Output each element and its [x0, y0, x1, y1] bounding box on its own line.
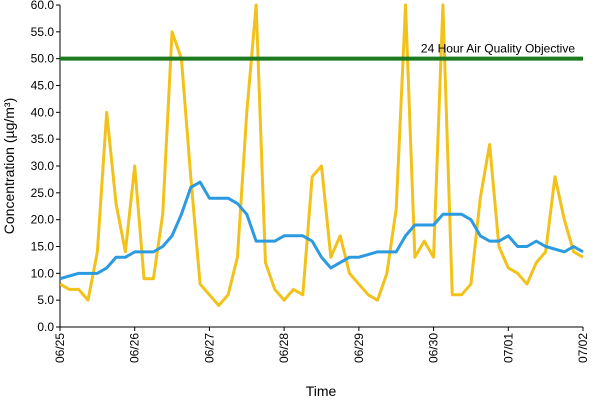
series-line: [60, 180, 584, 281]
x-tick-label: 06/26: [128, 333, 142, 363]
y-tick-label: 35.0: [31, 132, 55, 146]
y-tick-label: 0.0: [37, 320, 54, 334]
y-tick-label: 15.0: [31, 240, 55, 254]
y-tick-label: 20.0: [31, 213, 55, 227]
x-axis-label: Time: [306, 383, 337, 399]
x-tick-label: 07/02: [576, 333, 590, 363]
y-tick-label: 50.0: [31, 52, 55, 66]
x-tick-label: 06/29: [352, 333, 366, 363]
y-tick-label: 30.0: [31, 159, 55, 173]
x-tick-label: 06/30: [427, 333, 441, 363]
y-tick-label: 25.0: [31, 186, 55, 200]
y-tick-label: 55.0: [31, 25, 55, 39]
x-tick-label: 07/01: [501, 333, 515, 363]
x-tick-label: 06/28: [277, 333, 291, 363]
series-line: [60, 3, 584, 308]
objective-label: 24 Hour Air Quality Objective: [421, 42, 575, 56]
x-tick-label: 06/25: [53, 333, 67, 363]
x-tick-label: 06/27: [202, 333, 216, 363]
y-tick-label: 60.0: [31, 0, 55, 12]
y-tick-label: 40.0: [31, 105, 55, 119]
y-axis-label: Concentration (µg/m³): [1, 98, 17, 234]
y-tick-label: 5.0: [37, 293, 54, 307]
y-tick-label: 45.0: [31, 79, 55, 93]
y-tick-label: 10.0: [31, 266, 55, 280]
